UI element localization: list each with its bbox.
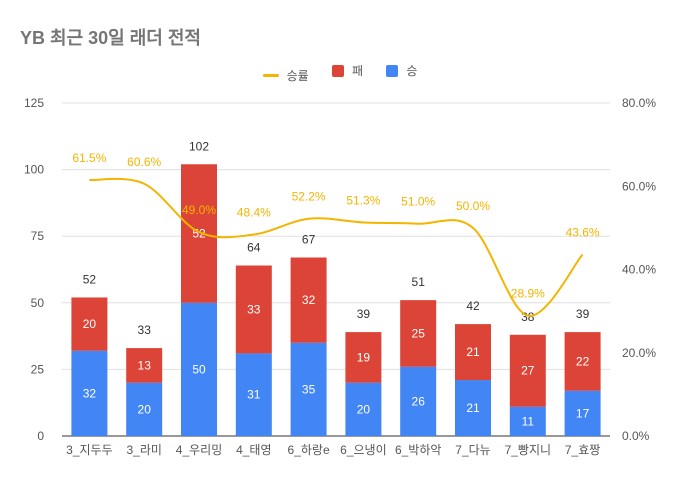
data-label-loss: 32: [302, 293, 316, 307]
x-tick-label: 3_지두두: [66, 443, 112, 457]
data-label-total: 67: [302, 233, 316, 247]
data-label-loss: 22: [576, 354, 590, 368]
data-label-win: 50: [192, 362, 206, 376]
bar-win: [509, 406, 546, 436]
bar-loss: [455, 324, 491, 381]
chart-title: YB 최근 30일 래더 전적: [20, 28, 201, 48]
bar-loss: [126, 348, 163, 383]
x-tick-label: 6_으냉이: [340, 443, 386, 457]
data-label-total: 51: [412, 275, 426, 289]
data-label-total: 52: [83, 272, 97, 286]
y-tick-label: 125: [24, 96, 44, 110]
bar-win: [71, 350, 108, 436]
data-label-win: 32: [83, 386, 97, 400]
data-label-win: 35: [302, 382, 316, 396]
y2-tick-label: 60.0%: [622, 179, 656, 193]
data-label-loss: 25: [412, 326, 426, 340]
bar-win: [235, 353, 272, 436]
win-rate-label: 61.5%: [72, 151, 106, 165]
win-rate-label: 48.4%: [237, 206, 271, 220]
data-label-loss: 27: [521, 364, 535, 378]
bar-win: [400, 366, 437, 436]
bar-loss: [345, 332, 382, 383]
data-label-total: 33: [138, 323, 152, 337]
bar-win: [345, 382, 382, 436]
data-label-loss: 19: [357, 350, 371, 364]
data-label-win: 20: [138, 402, 152, 416]
y-tick-label: 100: [24, 163, 44, 177]
win-rate-label: 50.0%: [456, 199, 490, 213]
data-label-loss: 33: [247, 302, 261, 316]
bar-loss: [235, 265, 272, 354]
x-tick-label: 4_태영: [236, 443, 271, 457]
legend-swatch-wins: [386, 64, 399, 77]
bar-loss: [181, 164, 217, 303]
data-label-win: 17: [576, 406, 590, 420]
data-label-total: 42: [466, 299, 480, 313]
x-tick-label: 4_우리밍: [176, 443, 222, 457]
bar-loss: [290, 257, 327, 343]
win-rate-line: [89, 177, 584, 317]
win-rate-label: 43.6%: [566, 226, 600, 240]
win-rate-label: 60.6%: [127, 155, 161, 169]
data-label-win: 20: [357, 402, 371, 416]
legend-swatch-win-rate: [262, 73, 279, 77]
legend-item-win-rate: 승률: [262, 67, 309, 84]
x-tick-label: 6_하랑e: [288, 443, 330, 457]
y-tick-label: 0: [37, 429, 44, 443]
bar-loss: [509, 334, 546, 407]
y2-tick-label: 0.0%: [622, 429, 650, 443]
data-label-win: 21: [466, 401, 480, 415]
y2-tick-label: 80.0%: [622, 96, 656, 110]
x-tick-label: 6_박하악: [395, 443, 441, 457]
x-tick-label: 7_효짱: [565, 443, 600, 457]
bar-win: [455, 380, 491, 436]
legend-item-losses: 패: [332, 62, 363, 79]
y-tick-label: 50: [31, 296, 45, 310]
bar-loss: [564, 332, 601, 391]
x-tick-label: 7_빵지니: [505, 443, 551, 457]
y2-tick-label: 20.0%: [622, 346, 656, 360]
bar-win: [564, 390, 601, 436]
y-tick-label: 75: [31, 229, 45, 243]
data-label-loss: 20: [83, 317, 97, 331]
win-rate-label: 51.3%: [346, 193, 380, 207]
data-label-total: 102: [189, 139, 209, 153]
bar-loss: [400, 300, 437, 367]
bar-win: [290, 342, 327, 436]
win-rate-label: 49.0%: [182, 203, 216, 217]
y-tick-label: 25: [31, 362, 45, 376]
data-label-total: 39: [576, 307, 590, 321]
data-label-loss: 13: [138, 358, 152, 372]
legend-label-win-rate: 승률: [286, 68, 309, 83]
y2-tick-label: 40.0%: [622, 263, 656, 277]
data-label-total: 38: [521, 310, 535, 324]
legend: 승률 패 승: [0, 62, 680, 84]
legend-label-wins: 승: [406, 64, 418, 78]
data-label-win: 31: [247, 388, 261, 402]
data-label-loss: 21: [466, 345, 480, 359]
legend-label-losses: 패: [352, 64, 364, 78]
x-tick-label: 3_라미: [126, 443, 161, 457]
data-label-total: 39: [357, 307, 371, 321]
data-label-win: 11: [522, 414, 535, 428]
win-rate-label: 51.0%: [401, 195, 435, 209]
win-rate-label: 28.9%: [511, 287, 545, 301]
legend-item-wins: 승: [386, 62, 417, 79]
bar-win: [181, 302, 217, 436]
data-label-win: 26: [412, 394, 426, 408]
data-label-total: 64: [247, 241, 261, 255]
bar-win: [126, 382, 163, 436]
bar-loss: [71, 297, 108, 351]
x-tick-label: 7_다뉴: [455, 443, 490, 457]
win-rate-label: 52.2%: [292, 190, 326, 204]
legend-swatch-losses: [332, 64, 344, 77]
